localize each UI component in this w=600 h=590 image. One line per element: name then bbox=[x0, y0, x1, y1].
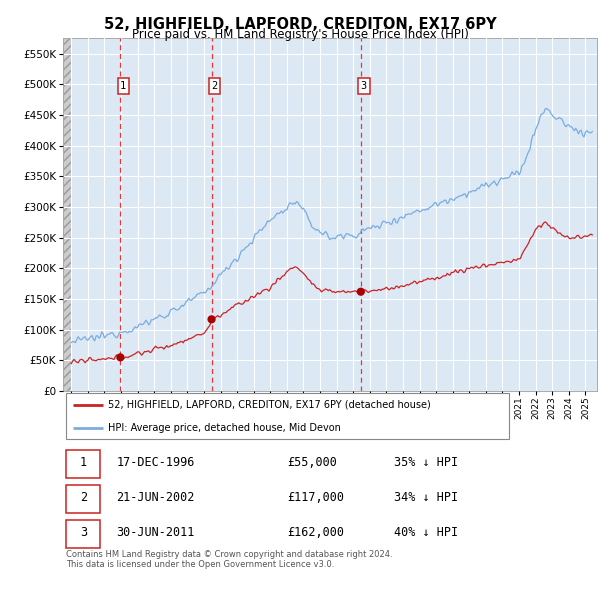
FancyBboxPatch shape bbox=[65, 393, 509, 440]
Text: 34% ↓ HPI: 34% ↓ HPI bbox=[394, 491, 458, 504]
Text: HPI: Average price, detached house, Mid Devon: HPI: Average price, detached house, Mid … bbox=[109, 423, 341, 433]
Bar bbox=[63, 38, 71, 391]
Text: 40% ↓ HPI: 40% ↓ HPI bbox=[394, 526, 458, 539]
Point bbox=[207, 314, 217, 324]
FancyBboxPatch shape bbox=[65, 520, 100, 548]
Text: 52, HIGHFIELD, LAPFORD, CREDITON, EX17 6PY: 52, HIGHFIELD, LAPFORD, CREDITON, EX17 6… bbox=[104, 17, 496, 32]
Text: 3: 3 bbox=[361, 81, 367, 91]
Text: 1: 1 bbox=[120, 81, 127, 91]
Point bbox=[116, 353, 125, 362]
Text: 35% ↓ HPI: 35% ↓ HPI bbox=[394, 456, 458, 469]
Text: 1: 1 bbox=[80, 456, 87, 469]
Text: £55,000: £55,000 bbox=[287, 456, 337, 469]
Text: 21-JUN-2002: 21-JUN-2002 bbox=[116, 491, 195, 504]
Text: 3: 3 bbox=[80, 526, 87, 539]
FancyBboxPatch shape bbox=[65, 450, 100, 478]
Point bbox=[356, 287, 365, 296]
Text: 17-DEC-1996: 17-DEC-1996 bbox=[116, 456, 195, 469]
Text: £117,000: £117,000 bbox=[287, 491, 344, 504]
Text: £162,000: £162,000 bbox=[287, 526, 344, 539]
Text: 52, HIGHFIELD, LAPFORD, CREDITON, EX17 6PY (detached house): 52, HIGHFIELD, LAPFORD, CREDITON, EX17 6… bbox=[109, 399, 431, 409]
Text: 30-JUN-2011: 30-JUN-2011 bbox=[116, 526, 195, 539]
Text: 2: 2 bbox=[80, 491, 87, 504]
Text: 2: 2 bbox=[211, 81, 218, 91]
Text: Contains HM Land Registry data © Crown copyright and database right 2024.
This d: Contains HM Land Registry data © Crown c… bbox=[65, 550, 392, 569]
Text: Price paid vs. HM Land Registry's House Price Index (HPI): Price paid vs. HM Land Registry's House … bbox=[131, 28, 469, 41]
FancyBboxPatch shape bbox=[65, 485, 100, 513]
